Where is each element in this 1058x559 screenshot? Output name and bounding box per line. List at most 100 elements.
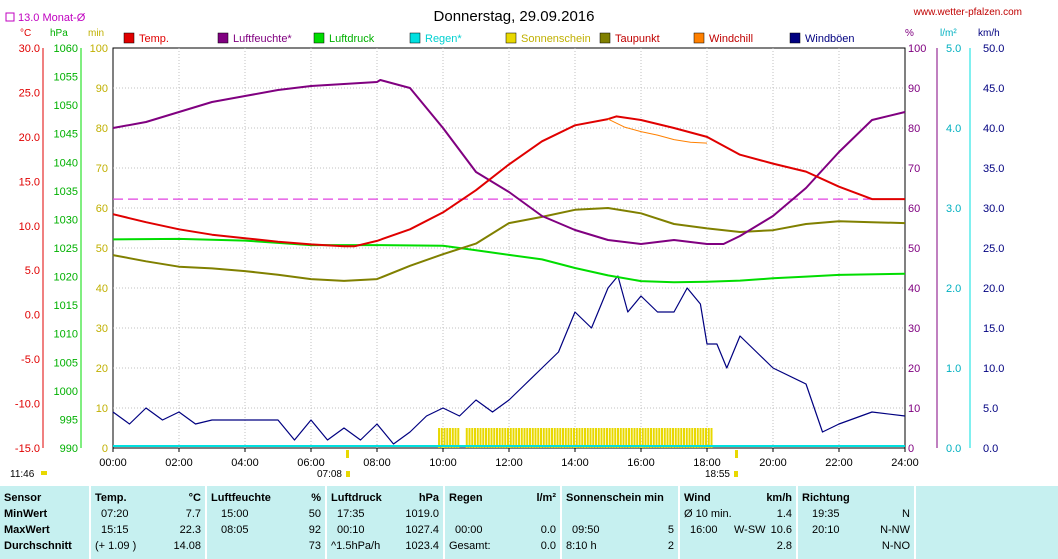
- x-tick-label: 10:00: [429, 457, 457, 469]
- rain-tick-label: 1.0: [946, 363, 961, 375]
- website-link[interactable]: www.wetter-pfalzen.com: [913, 7, 1022, 18]
- sunshine-bar: [584, 428, 587, 448]
- minutes-tick-label: 80: [96, 123, 108, 135]
- series-temp-line: [112, 115, 905, 248]
- humidity-tick-label: 50: [908, 243, 920, 255]
- sunrise-label: 07:08: [317, 469, 342, 480]
- sunshine-bar: [457, 428, 460, 448]
- legend-swatch: [693, 32, 705, 44]
- legend-label: Temp.: [139, 33, 169, 45]
- pressure-avg-extra: ^1.5hPa/h: [331, 540, 381, 552]
- sunshine-bar: [696, 428, 699, 448]
- sunshine-bar: [534, 428, 537, 448]
- sunshine-bar: [529, 428, 532, 448]
- wind-min-time: Ø 10 min.: [684, 508, 732, 520]
- temp-axis-unit: °C: [20, 28, 31, 39]
- humidity-tick-label: 60: [908, 203, 920, 215]
- axis-ticks: 00:00 02:00 04:00 06:00 08:00 10:00 12:00 14:00…: [15, 43, 1005, 469]
- direction-avg-value: N-NO: [881, 540, 910, 552]
- wind-max-value: 10.6: [770, 524, 792, 536]
- sunshine-bar: [663, 428, 666, 448]
- sunshine-bar: [694, 428, 697, 448]
- sunshine-bar: [468, 428, 471, 448]
- pressure-tick-label: 995: [60, 414, 78, 426]
- temp-avg-value: 14.08: [173, 540, 201, 552]
- sunshine-bar: [614, 428, 617, 448]
- wind-tick-label: 45.0: [983, 83, 1004, 95]
- pressure-tick-label: 1030: [54, 214, 78, 226]
- sunshine-bar: [451, 428, 454, 448]
- rain-title: Regen: [449, 492, 483, 504]
- sunshine-bar: [575, 428, 578, 448]
- sunshine-bar: [685, 428, 688, 448]
- series-luftfeuchte-line: [112, 79, 906, 245]
- monthly-avg-label: 13.0 Monat-Ø: [18, 12, 86, 24]
- legend-swatch: [599, 32, 611, 44]
- temp-tick-label: 20.0: [19, 132, 40, 144]
- minutes-tick-label: 0: [102, 443, 108, 455]
- avg-label: Durchschnitt: [4, 540, 72, 552]
- wind-tick-label: 5.0: [983, 403, 998, 415]
- temp-min-time: 07:20: [101, 508, 129, 520]
- rain-avg-value: 0.0: [540, 540, 556, 552]
- temp-tick-label: 5.0: [25, 265, 40, 277]
- sunshine-bar: [633, 428, 636, 448]
- sunshine-bar: [677, 428, 680, 448]
- x-tick-label: 02:00: [165, 457, 193, 469]
- minutes-tick-label: 90: [96, 83, 108, 95]
- sunset-label: 18:55: [705, 469, 730, 480]
- sunshine-bar: [454, 428, 457, 448]
- sunshine-bar: [479, 428, 482, 448]
- direction-title: Richtung: [802, 492, 850, 504]
- wind-tick-label: 30.0: [983, 203, 1004, 215]
- rain-max-time: 00:00: [455, 524, 483, 536]
- wind-tick-label: 40.0: [983, 123, 1004, 135]
- sunshine-bar: [496, 428, 499, 448]
- minutes-tick-label: 30: [96, 323, 108, 335]
- sunshine-bar: [666, 428, 669, 448]
- empty-column: [914, 486, 1058, 559]
- humidity-column: Luftfeuchte% 15:00 50 08:05 92 73: [205, 486, 325, 559]
- min-label: MinWert: [4, 508, 48, 520]
- direction-column: Richtung 19:35 N 20:10 N-NW N-NO: [796, 486, 914, 559]
- wind-axis-unit: km/h: [978, 28, 1000, 39]
- sunshine-bar: [581, 428, 584, 448]
- sunshine-bar: [564, 428, 567, 448]
- sunshine-bar: [531, 428, 534, 448]
- pressure-tick-label: 1025: [54, 243, 78, 255]
- sunrise-marker: [346, 471, 350, 477]
- sunshine-title: Sonnenschein min: [566, 492, 664, 504]
- time-left-marker: [41, 471, 47, 475]
- sunshine-bar: [628, 428, 631, 448]
- sunshine-bar: [573, 428, 576, 448]
- minutes-tick-label: 70: [96, 163, 108, 175]
- weather-chart: 13.0 Monat-Ø Donnerstag, 29.09.2016 www.…: [5, 7, 1022, 480]
- max-label: MaxWert: [4, 524, 50, 536]
- sensor-label: Sensor: [4, 492, 42, 504]
- wind-avg-value: 2.8: [776, 540, 792, 552]
- temp-tick-label: 0.0: [25, 310, 40, 322]
- rain-tick-label: 4.0: [946, 123, 961, 135]
- sunshine-bar: [438, 428, 441, 448]
- minutes-tick-label: 40: [96, 283, 108, 295]
- humidity-tick-label: 70: [908, 163, 920, 175]
- time-left-label: 11:46: [10, 469, 35, 480]
- wind-tick-label: 15.0: [983, 323, 1004, 335]
- temp-tick-label: 25.0: [19, 87, 40, 99]
- minutes-tick-label: 10: [96, 403, 108, 415]
- direction-max-time: 20:10: [812, 524, 840, 536]
- rain-tick-label: 0.0: [946, 443, 961, 455]
- legend-label: Sonnenschein: [521, 33, 591, 45]
- sunshine-avg-extra: 8:10 h: [566, 540, 597, 552]
- sunshine-bar: [545, 428, 548, 448]
- pressure-tick-label: 1015: [54, 300, 78, 312]
- sunshine-max-time: 09:50: [572, 524, 600, 536]
- temp-max-value: 22.3: [179, 524, 201, 536]
- sunshine-bar: [625, 428, 628, 448]
- x-tick-label: 20:00: [759, 457, 787, 469]
- legend-label: Regen*: [425, 33, 462, 45]
- sunshine-bar: [504, 428, 507, 448]
- rain-unit: l/m²: [536, 492, 556, 504]
- temp-unit: °C: [188, 492, 201, 504]
- sunshine-bar: [515, 428, 518, 448]
